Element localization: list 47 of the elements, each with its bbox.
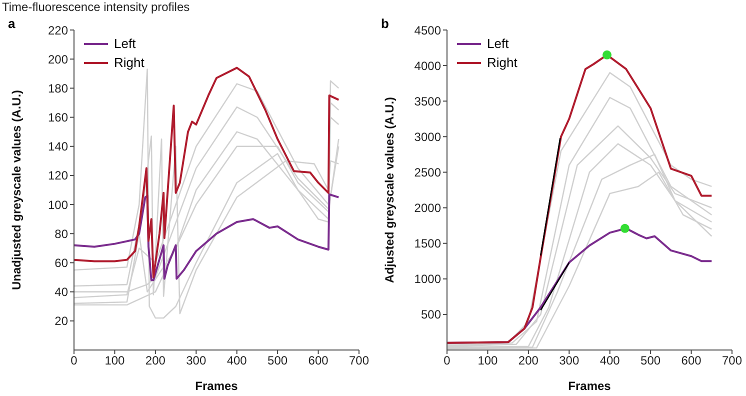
chart-title: Time-fluorescence intensity profiles	[2, 0, 190, 14]
y-tick-label: 160	[48, 110, 68, 125]
y-tick-label: 100	[48, 198, 68, 212]
x-tick-label: 300	[186, 354, 206, 368]
text: b	[381, 16, 389, 31]
text: a	[8, 16, 16, 31]
y-tick-label: 1500	[414, 236, 442, 251]
y-tick-label: 220	[48, 23, 68, 38]
x-tick-label: 600	[308, 354, 329, 368]
y-tick-label: 3500	[414, 94, 442, 108]
y-tick-label: 180	[48, 81, 68, 96]
y-axis-title: Unadjusted greyscale values (A.U.)	[9, 90, 24, 290]
y-tick-label: 140	[48, 140, 68, 154]
y-tick-label: 2500	[414, 165, 442, 180]
y-tick-label: 120	[48, 168, 68, 183]
y-tick-label: 4500	[414, 23, 442, 38]
legend-label: Left	[114, 36, 136, 51]
y-tick-label: 60	[54, 256, 68, 270]
y-tick-label: 20	[54, 314, 68, 328]
x-tick-label: 700	[722, 354, 742, 368]
legend-label: Left	[487, 36, 509, 51]
x-tick-label: 400	[600, 354, 620, 368]
x-tick-label: 200	[145, 354, 166, 368]
x-tick-label: 100	[478, 354, 498, 368]
y-tick-label: 1000	[414, 272, 442, 286]
y-tick-label: 80	[54, 226, 68, 241]
y-tick-label: 40	[54, 285, 68, 300]
x-tick-label: 600	[681, 354, 702, 368]
x-tick-label: 200	[518, 354, 539, 368]
y-axis-title: Adjusted greyscale values (A.U.)	[382, 96, 396, 284]
y-tick-label: 500	[420, 308, 442, 322]
x-tick-label: 0	[70, 354, 78, 368]
x-tick-label: 500	[640, 354, 661, 368]
y-tick-label: 200	[48, 52, 68, 66]
legend-label: Right	[487, 55, 518, 70]
x-axis-title: Frames	[568, 379, 612, 393]
x-tick-label: 300	[559, 354, 580, 368]
x-tick-label: 400	[226, 354, 248, 368]
x-tick-label: 100	[104, 354, 126, 368]
x-tick-label: 700	[348, 354, 370, 368]
legend-label: Right	[114, 55, 144, 70]
y-tick-label: 2000	[414, 201, 442, 216]
y-tick-label: 4000	[414, 58, 442, 73]
x-axis-title: Frames	[195, 379, 238, 393]
x-tick-label: 500	[268, 354, 288, 368]
y-tick-label: 3000	[414, 130, 442, 144]
x-tick-label: 0	[444, 354, 451, 368]
